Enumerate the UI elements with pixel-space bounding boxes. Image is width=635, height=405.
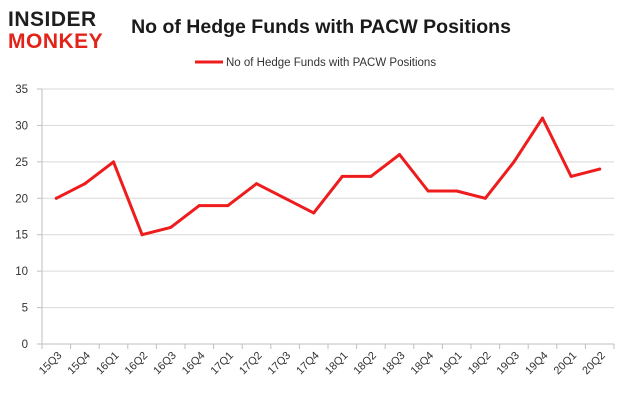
data-point [112,160,115,164]
y-tick-label: 15 [15,230,28,242]
data-point [83,182,87,186]
data-point [569,174,573,178]
y-tick-label: 5 [22,303,28,315]
data-point [541,116,544,120]
x-tick-label: 20Q1 [552,350,580,378]
x-tick-label: 19Q1 [437,350,465,378]
data-point [340,174,344,178]
x-tick-label: 16Q3 [151,350,179,378]
x-tick-labels: 15Q3 15Q4 16Q1 16Q2 16Q3 16Q4 17Q1 17Q2 17Q3 17Q4… [37,350,608,378]
x-tick-label: 15Q4 [65,350,93,378]
logo-monkey-text: MONKEY [8,30,103,53]
axes [37,88,615,349]
series-line [54,116,602,237]
y-tick-label: 35 [15,84,28,96]
x-tick-label: 16Q2 [123,350,151,378]
y-tick-label: 10 [15,266,28,278]
y-tick-label: 20 [15,193,28,205]
data-point [226,204,230,208]
x-tick-label: 17Q4 [294,350,322,378]
x-tick-label: 18Q3 [380,350,408,378]
data-point [140,233,144,237]
gridlines [42,88,614,309]
insider-monkey-logo: INSIDER MONKEY [8,8,103,53]
y-tick-labels: 0 5 10 15 20 25 30 35 [15,84,28,351]
data-point [426,189,430,193]
data-point [598,167,602,171]
x-tick-label: 18Q2 [351,350,379,378]
x-tick-label: 17Q2 [237,350,265,378]
x-tick-label: 19Q4 [523,350,551,378]
data-point [169,225,173,229]
chart-title: No of Hedge Funds with PACW Positions [131,16,511,38]
data-point [455,189,459,193]
x-tick-label: 17Q1 [208,350,236,378]
logo-insider-text: INSIDER [8,8,97,31]
x-tick-label: 19Q2 [466,350,494,378]
x-tick-label: 19Q3 [494,350,522,378]
data-point [312,211,316,215]
legend: No of Hedge Funds with PACW Positions [195,57,436,69]
y-tick-label: 30 [15,120,28,132]
y-tick-label: 25 [15,157,28,169]
data-point [283,196,287,200]
data-point [369,174,373,178]
x-tick-label: 15Q3 [37,350,65,378]
y-tick-label: 0 [22,339,28,351]
x-tick-label: 16Q1 [94,350,122,378]
series-layer [54,116,602,237]
data-point [483,196,487,200]
x-tick-label: 16Q4 [180,350,208,378]
data-point [197,204,201,208]
x-tick-label: 20Q2 [580,350,608,378]
x-tick-label: 18Q4 [409,350,437,378]
data-point [255,182,258,186]
legend-label: No of Hedge Funds with PACW Positions [226,57,436,69]
x-tick-label: 17Q3 [266,350,294,378]
data-point [54,196,58,200]
data-point [398,153,401,157]
x-tick-label: 18Q1 [323,350,351,378]
data-point [512,160,516,164]
